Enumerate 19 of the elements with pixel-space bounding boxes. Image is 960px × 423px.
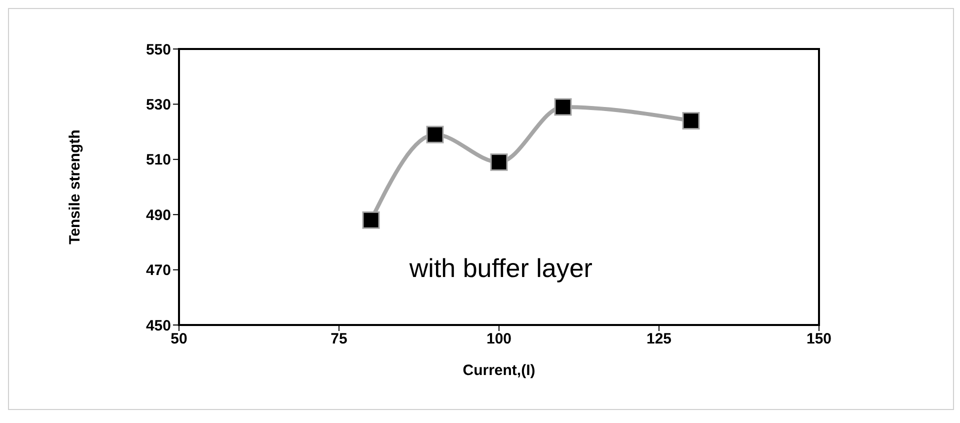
point bbox=[490, 153, 508, 171]
y-axis-title: Tensile strength bbox=[66, 130, 84, 244]
x-tick-label: 50 bbox=[170, 330, 188, 348]
x-tick-label: 100 bbox=[486, 330, 512, 348]
y-tick-label: 450 bbox=[146, 317, 171, 334]
y-tick-label: 550 bbox=[146, 41, 171, 58]
x-axis-title: Current,(I) bbox=[462, 362, 536, 379]
y-tick-label: 470 bbox=[146, 262, 171, 280]
y-tick-label: 490 bbox=[146, 206, 171, 224]
point bbox=[362, 211, 380, 229]
x-tick-label: 150 bbox=[806, 330, 832, 348]
point bbox=[682, 112, 700, 130]
annotation: with buffer layer bbox=[409, 253, 592, 284]
x-tick-label: 75 bbox=[330, 330, 348, 348]
x-tick-label: 125 bbox=[646, 330, 672, 348]
y-tick-label: 530 bbox=[146, 96, 171, 114]
point bbox=[426, 126, 444, 144]
y-tick-label: 510 bbox=[146, 152, 171, 169]
point bbox=[554, 98, 572, 116]
